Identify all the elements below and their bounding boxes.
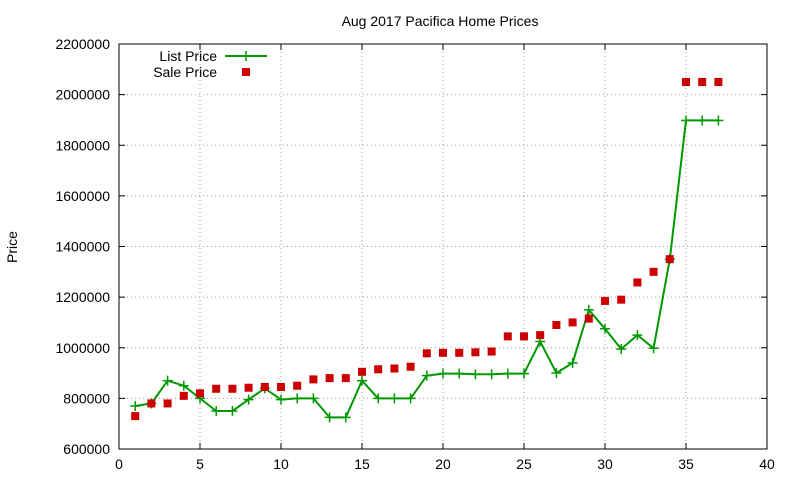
list-price-point [357,375,367,386]
list-price-point [616,344,627,355]
y-tick-label: 1800000 [55,137,110,153]
sale-price-point [422,349,431,358]
legend: List Price Sale Price [153,48,267,80]
sale-price-point [633,278,642,287]
sale-price-point [714,77,723,86]
sale-price-point [341,374,350,383]
list-price-point [211,406,222,417]
sale-price-point [487,347,496,356]
legend-list-price-marker [241,51,251,61]
list-price-point [162,375,173,386]
x-tick-label: 5 [196,456,204,472]
sale-price-point [503,332,512,341]
y-tick-label: 600000 [63,441,110,457]
sale-price-point [471,348,480,357]
list-price-point [470,369,481,380]
x-tick-label: 10 [273,456,289,472]
list-price-point [632,330,643,341]
list-price-point [567,357,578,368]
sale-price-point [244,383,253,392]
sale-price-point [325,374,334,383]
list-price-point [648,343,659,354]
list-price-point [600,323,610,334]
list-price-point [519,368,529,379]
list-price-point [583,304,594,315]
sale-price-point [196,389,204,398]
list-price-point [340,412,351,423]
plot-frame [118,43,768,450]
sale-price-point [212,384,221,393]
list-price-point [405,393,416,404]
list-price-point [276,394,286,405]
sale-price-point [390,364,399,373]
y-tick-label: 1400000 [55,239,110,255]
list-price-point [697,115,708,126]
y-tick-label: 1600000 [55,188,110,204]
gridlines [119,44,767,449]
x-tick-label: 25 [516,456,532,472]
sale-price-point [568,318,577,327]
sale-price-point [179,391,188,400]
y-axis-label: Price [4,231,20,263]
sale-price-point [147,399,156,408]
sale-price-point [374,365,383,374]
list-price-point [243,394,254,405]
series-layer [130,77,724,423]
list-price-point [227,406,238,417]
y-tick-label: 1000000 [55,340,110,356]
sale-price-point [682,77,690,86]
x-tick-label: 15 [354,456,370,472]
sale-price-point [617,295,626,304]
legend-label-sale-price: Sale Price [153,64,217,80]
x-tick-label: 20 [435,456,451,472]
legend-label-list-price: List Price [159,48,217,64]
y-tick-label: 2000000 [55,87,110,103]
list-price-point [502,368,513,379]
sale-price-point [406,362,415,371]
list-price-point [486,369,497,380]
x-tick-label: 30 [597,456,613,472]
x-tick-label: 40 [759,456,775,472]
list-price-point [324,412,335,423]
sale-price-point [455,348,464,357]
y-tick-label: 2200000 [55,36,110,52]
list-price-point [713,115,724,126]
list-price-point [551,368,562,379]
sale-price-point [552,320,561,329]
list-price-point [421,370,432,381]
list-price-point [373,393,384,404]
list-price-point [292,393,303,404]
legend-sale-price-marker [242,68,250,76]
list-price-point [308,393,319,404]
sale-price-point [277,382,285,391]
sale-price-point [439,348,447,357]
list-price-point [681,115,691,126]
sale-price-point [358,367,366,376]
sale-price-point [520,332,528,341]
x-tick-label: 0 [115,456,123,472]
y-tick-label: 800000 [63,390,110,406]
sale-price-point [131,412,140,421]
sale-price-point [649,267,658,276]
list-price-point [389,393,400,404]
sale-price-point [260,382,269,391]
sale-price-point [698,77,707,86]
sale-price-point [584,314,593,323]
sale-price-point [665,255,674,264]
axes: 0 5 10 15 20 25 30 35 40 600000 800000 1000000 12000… [55,36,775,472]
sale-price-point [536,331,545,340]
sale-price-point [163,399,172,408]
list-price-point [438,368,448,379]
x-tick-label: 35 [678,456,694,472]
y-tick-label: 1200000 [55,289,110,305]
sale-price-point [601,296,609,305]
sale-price-point [309,375,318,384]
list-price-point [178,380,189,391]
chart-title: Aug 2017 Pacifica Home Prices [342,13,539,29]
sale-price-point [293,381,302,390]
list-price-point [130,400,141,411]
sale-price-point [228,384,237,393]
list-price-point [454,368,465,379]
